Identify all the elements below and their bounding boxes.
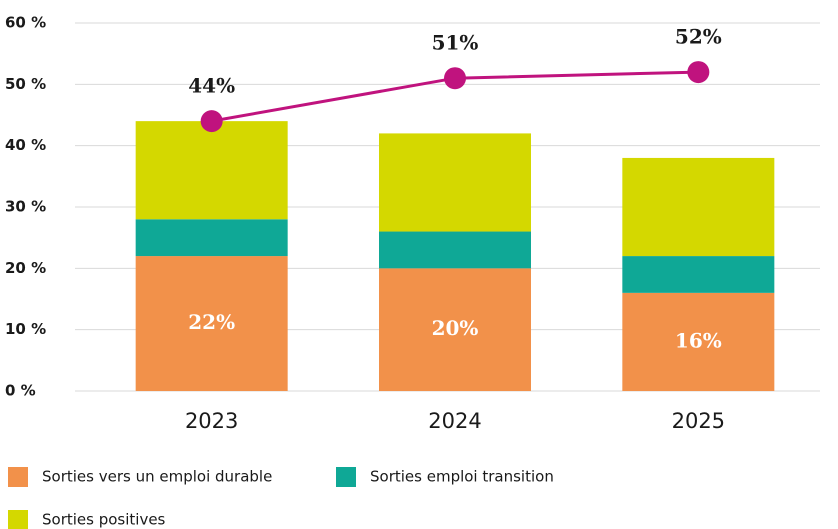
legend-label: Sorties vers un emploi durable	[42, 468, 272, 486]
legend-label: Sorties emploi transition	[370, 468, 554, 486]
bar-segment	[379, 133, 531, 232]
bar-segment	[379, 231, 531, 269]
bar-segment	[622, 292, 775, 391]
line-point	[444, 67, 466, 90]
legend-swatch	[8, 510, 28, 529]
bar-segment	[622, 157, 775, 257]
y-tick-label: 0 %	[5, 382, 36, 400]
legend-swatch	[336, 467, 356, 487]
line-point	[200, 110, 223, 133]
x-tick-label: 2023	[185, 409, 238, 433]
x-tick-label: 2025	[672, 409, 725, 433]
y-tick-label: 10 %	[5, 320, 46, 338]
line-point	[687, 61, 710, 84]
data-label: 22%	[188, 310, 235, 334]
data-label: 44%	[188, 74, 235, 98]
data-label: 20%	[432, 316, 479, 340]
y-tick-label: 50 %	[5, 75, 46, 93]
y-tick-label: 30 %	[5, 198, 46, 216]
bar-segment	[135, 121, 288, 220]
bar-segment	[622, 256, 775, 293]
data-label: 51%	[432, 31, 479, 55]
legend-swatch	[8, 467, 28, 487]
bar-segment	[135, 219, 288, 257]
x-tick-label: 2024	[428, 409, 481, 433]
legend-label: Sorties positives	[42, 511, 166, 529]
y-tick-label: 20 %	[5, 259, 46, 277]
y-tick-label: 60 %	[5, 14, 46, 32]
bar-segment	[135, 256, 288, 391]
data-label: 16%	[675, 328, 722, 352]
data-label: 52%	[675, 25, 722, 49]
y-tick-label: 40 %	[5, 136, 46, 154]
bar-segment	[379, 268, 531, 391]
